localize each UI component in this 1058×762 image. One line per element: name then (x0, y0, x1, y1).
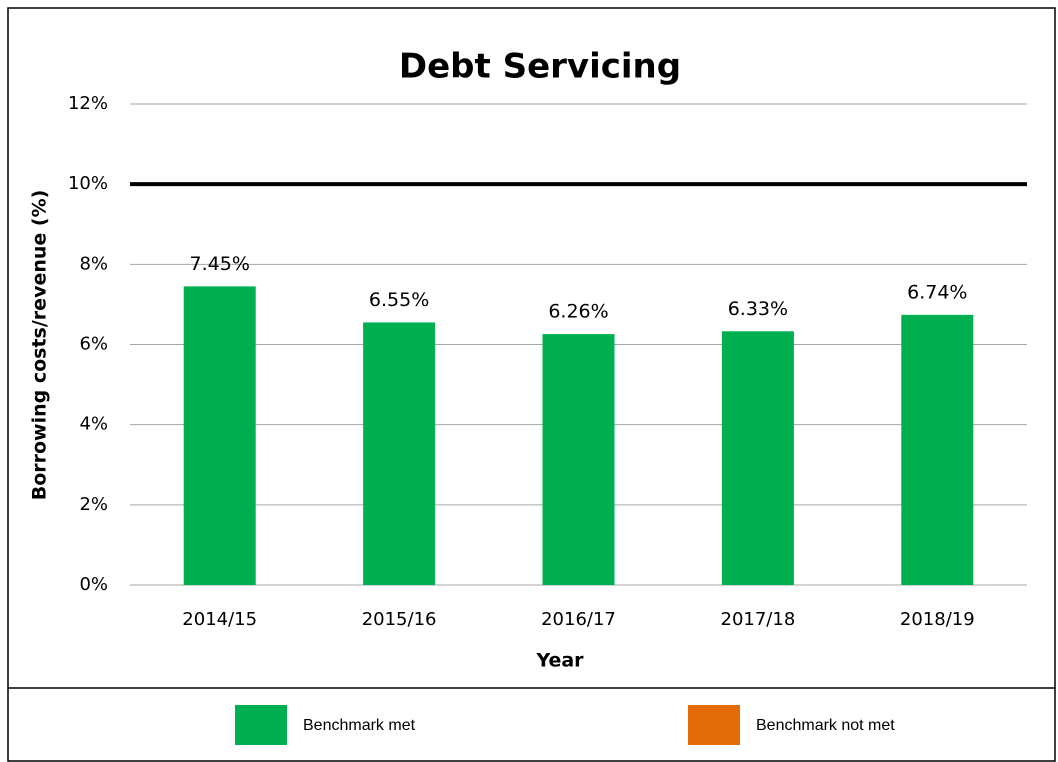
x-tick-label: 2015/16 (362, 609, 437, 630)
x-tick-label: 2016/17 (541, 609, 616, 630)
legend-label: Benchmark met (303, 717, 416, 734)
bar (183, 286, 256, 585)
value-label: 6.26% (548, 301, 608, 323)
legend-label: Benchmark not met (756, 717, 895, 734)
value-label: 6.33% (728, 298, 788, 320)
value-label: 6.74% (907, 281, 967, 303)
y-axis-label: Borrowing costs/revenue (%) (29, 190, 51, 501)
x-axis-label: Year (535, 650, 584, 672)
y-tick-label: 0% (79, 574, 108, 595)
legend-swatch (688, 705, 740, 745)
bar (901, 314, 974, 585)
bar (721, 331, 794, 585)
y-tick-label: 12% (68, 93, 108, 114)
x-tick-label: 2014/15 (182, 609, 257, 630)
value-label: 6.55% (369, 289, 429, 311)
y-tick-label: 6% (79, 334, 108, 355)
bar (542, 334, 615, 585)
x-tick-label: 2017/18 (721, 609, 796, 630)
x-tick-label: 2018/19 (900, 609, 975, 630)
bar (363, 322, 436, 585)
y-tick-label: 2% (79, 494, 108, 515)
value-label: 7.45% (190, 253, 250, 275)
y-tick-label: 4% (79, 414, 108, 435)
frame (7, 7, 1056, 762)
legend-swatch (235, 705, 287, 745)
y-tick-label: 8% (79, 253, 108, 274)
y-tick-label: 10% (68, 173, 108, 194)
chart-title: Debt Servicing (399, 47, 681, 87)
